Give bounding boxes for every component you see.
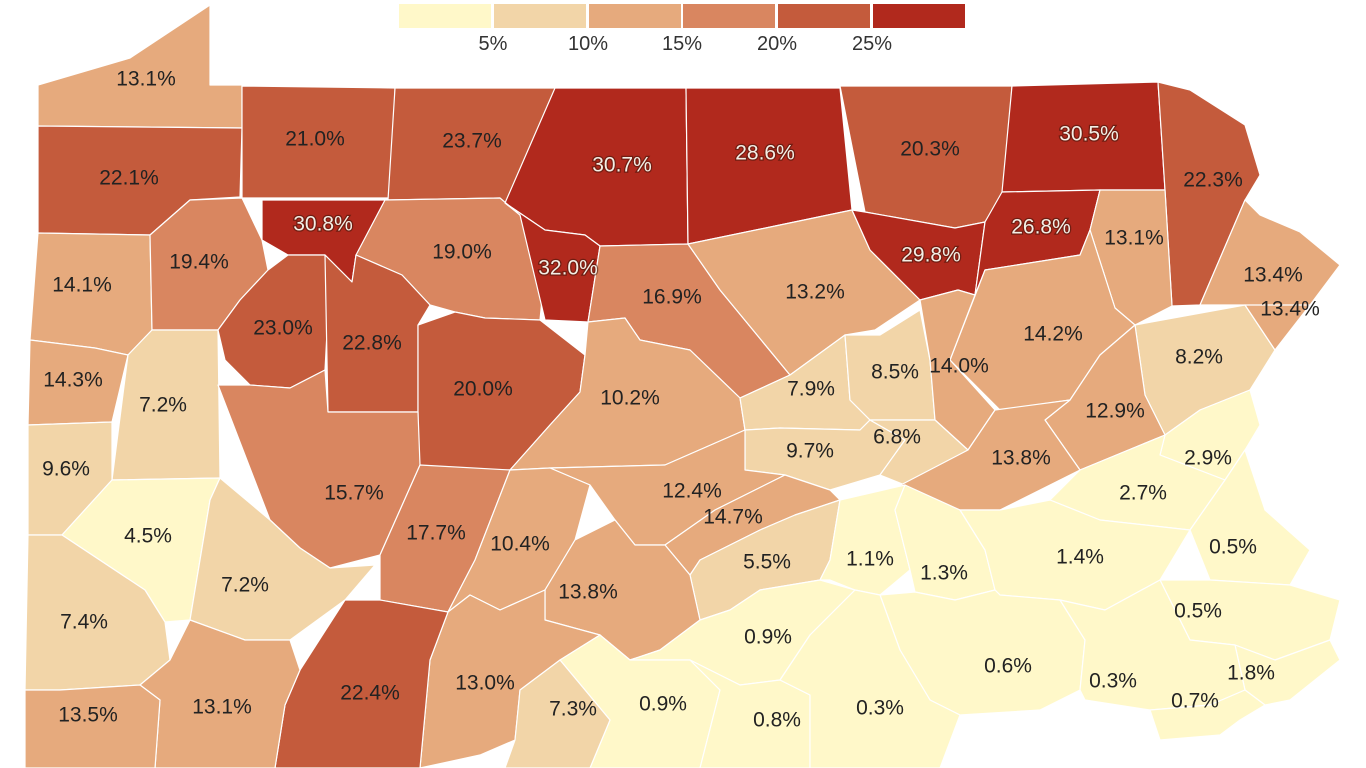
county-region (1189, 449, 1311, 586)
color-legend: 5% 10% 15% 20% 25% (397, 2, 967, 55)
county-value-label: 4.5% (124, 525, 172, 548)
county-value-label: 7.2% (221, 574, 269, 597)
legend-tick: 25% (852, 33, 892, 55)
county-region (37, 4, 243, 129)
county-value-label: 15.7% (324, 482, 384, 505)
county-value-label: 13.8% (991, 447, 1051, 470)
county-value-label: 32.0% (538, 257, 598, 280)
county-value-label: 13.5% (58, 704, 118, 727)
county-value-label: 14.0% (929, 355, 989, 378)
county-value-label: 13.2% (785, 281, 845, 304)
county-value-label: 0.5% (1174, 600, 1222, 623)
county-value-label: 0.9% (639, 693, 687, 716)
county-value-label: 14.7% (703, 506, 763, 529)
county-value-label: 0.3% (1089, 670, 1137, 693)
county-region (1244, 304, 1311, 351)
county-value-label: 0.7% (1171, 690, 1219, 713)
county-value-label: 26.8% (1011, 216, 1071, 239)
county-value-label: 20.3% (900, 138, 960, 161)
county-value-label: 22.1% (99, 167, 159, 190)
legend-swatch (492, 2, 588, 30)
county-value-label: 2.7% (1119, 482, 1167, 505)
county-value-label: 8.2% (1175, 346, 1223, 369)
county-value-label: 30.7% (592, 154, 652, 177)
county-value-label: 28.6% (735, 142, 795, 165)
county-value-label: 13.0% (455, 672, 515, 695)
county-value-label: 30.5% (1059, 123, 1119, 146)
county-value-label: 13.4% (1243, 264, 1303, 287)
county-value-label: 29.8% (901, 244, 961, 267)
county-value-label: 30.8% (293, 213, 353, 236)
county-value-label: 0.3% (856, 697, 904, 720)
county-value-label: 19.0% (432, 241, 492, 264)
legend-swatch (681, 2, 777, 30)
county-value-label: 13.1% (116, 68, 176, 91)
county-value-label: 9.6% (42, 458, 90, 481)
county-value-label: 7.4% (60, 611, 108, 634)
county-region (1149, 689, 1266, 741)
county-value-label: 12.9% (1085, 400, 1145, 423)
county-value-label: 1.1% (846, 548, 894, 571)
county-value-label: 5.5% (743, 551, 791, 574)
county-value-label: 2.9% (1184, 447, 1232, 470)
county-value-label: 12.4% (662, 480, 722, 503)
county-value-label: 7.2% (139, 394, 187, 417)
county-region (504, 659, 611, 768)
county-value-label: 8.5% (871, 361, 919, 384)
legend-tick: 15% (662, 33, 702, 55)
county-value-label: 23.7% (442, 130, 502, 153)
county-value-label: 22.8% (342, 332, 402, 355)
county-value-label: 22.3% (1183, 169, 1243, 192)
county-value-label: 10.2% (600, 387, 660, 410)
county-value-label: 6.8% (873, 426, 921, 449)
legend-swatch (587, 2, 683, 30)
county-value-label: 13.8% (558, 581, 618, 604)
county-region (779, 589, 961, 768)
county-region (111, 329, 221, 481)
legend-swatches (397, 2, 967, 30)
legend-swatch (776, 2, 872, 30)
county-value-label: 22.4% (340, 682, 400, 705)
county-value-label: 20.0% (453, 378, 513, 401)
county-value-label: 0.9% (744, 626, 792, 649)
county-value-label: 17.7% (406, 522, 466, 545)
county-labels: 13.1% 22.1% 21.0% 23.7% 30.7% 28.6% 20.3% 30.5%… (42, 68, 1320, 732)
county-value-label: 13.1% (1104, 227, 1164, 250)
county-value-label: 1.8% (1227, 662, 1275, 685)
legend-tick-labels: 5% 10% 15% 20% 25% (479, 33, 893, 55)
county-value-label: 1.4% (1056, 546, 1104, 569)
county-value-label: 14.3% (43, 369, 103, 392)
county-value-label: 0.8% (753, 709, 801, 732)
county-value-label: 0.5% (1209, 536, 1257, 559)
county-regions (24, 4, 1341, 768)
county-value-label: 1.3% (920, 562, 968, 585)
legend-swatch (871, 2, 967, 30)
legend-tick: 20% (757, 33, 797, 55)
county-value-label: 13.4% (1260, 298, 1320, 321)
county-value-label: 14.2% (1023, 323, 1083, 346)
county-value-label: 9.7% (786, 440, 834, 463)
county-value-label: 21.0% (285, 128, 345, 151)
county-value-label: 7.3% (549, 698, 597, 721)
county-value-label: 16.9% (642, 286, 702, 309)
county-region (27, 339, 129, 426)
county-value-label: 19.4% (169, 251, 229, 274)
county-value-label: 10.4% (490, 533, 550, 556)
county-value-label: 23.0% (253, 317, 313, 340)
legend-tick: 10% (568, 33, 608, 55)
county-region (687, 209, 921, 376)
county-value-label: 0.6% (984, 655, 1032, 678)
legend-tick: 5% (479, 33, 508, 55)
county-region (24, 684, 161, 768)
county-value-label: 7.9% (787, 378, 835, 401)
county-value-label: 13.1% (192, 696, 252, 719)
legend-swatch (397, 2, 493, 30)
county-value-label: 14.1% (52, 274, 112, 297)
